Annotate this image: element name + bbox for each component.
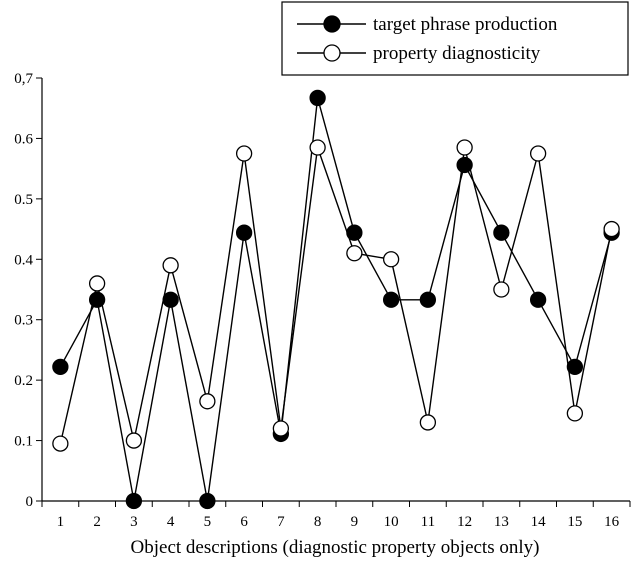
x-tick-label: 10 bbox=[384, 514, 399, 530]
property-diagnosticity-point bbox=[199, 393, 216, 410]
target-phrase-production-point bbox=[88, 291, 106, 308]
property-diagnosticity-point bbox=[603, 220, 620, 238]
property-diagnosticity-point bbox=[125, 432, 143, 449]
target-phrase-production-point bbox=[346, 224, 363, 241]
property-diagnosticity-point bbox=[346, 245, 363, 262]
x-tick-label: 8 bbox=[314, 514, 322, 530]
legend-label: property diagnosticity bbox=[373, 43, 541, 64]
target-phrase-production-point bbox=[419, 291, 437, 308]
property-diagnosticity-point bbox=[272, 420, 290, 437]
y-tick-label: 0.3 bbox=[14, 313, 33, 329]
x-tick-label: 13 bbox=[494, 514, 509, 530]
x-tick-label: 3 bbox=[130, 514, 138, 530]
target-phrase-production-point bbox=[566, 358, 584, 375]
legend: target phrase production property diagnos… bbox=[281, 1, 629, 76]
x-tick-label: 9 bbox=[351, 514, 359, 530]
legend-label: target phrase production bbox=[373, 14, 558, 35]
x-tick-label: 2 bbox=[93, 514, 101, 530]
x-tick-label: 15 bbox=[567, 514, 582, 530]
property-diagnosticity-point bbox=[529, 145, 547, 162]
y-tick-label: 0.4 bbox=[14, 252, 33, 268]
property-diagnosticity-point bbox=[52, 435, 69, 452]
x-tick-label: 7 bbox=[277, 514, 285, 530]
target-phrase-production-point bbox=[125, 492, 143, 510]
axes: 00.10.20.30.40.50.60,71 2 3 4 5 6 7 8 9 10 11 12 13 1… bbox=[14, 71, 631, 530]
y-tick-label: 0 bbox=[26, 494, 34, 510]
x-tick-label: 12 bbox=[457, 514, 472, 530]
x-tick-label: 11 bbox=[421, 514, 435, 530]
target-phrase-production-point bbox=[309, 89, 326, 107]
y-tick-label: 0.5 bbox=[14, 192, 33, 208]
series-markers bbox=[52, 89, 620, 510]
target-phrase-production-point bbox=[529, 291, 547, 308]
y-tick-label: 0.2 bbox=[14, 373, 33, 389]
y-tick-label: 0.1 bbox=[14, 434, 33, 450]
x-tick-label: 1 bbox=[57, 514, 65, 530]
target-phrase-production-point bbox=[235, 224, 253, 241]
x-tick-label: 6 bbox=[240, 514, 248, 530]
target-phrase-production-point bbox=[52, 358, 69, 375]
property-diagnosticity-point bbox=[493, 281, 510, 298]
property-diagnosticity-point bbox=[235, 145, 253, 162]
series-lines bbox=[59, 97, 613, 502]
target-phrase-production-point bbox=[199, 492, 216, 510]
property-diagnosticity-line bbox=[59, 147, 613, 444]
x-axis-label: Object descriptions (diagnostic property… bbox=[131, 537, 540, 558]
target-phrase-production-point bbox=[162, 291, 179, 308]
x-tick-label: 16 bbox=[604, 514, 620, 530]
target-phrase-production-line bbox=[59, 97, 613, 502]
y-tick-label: 0.6 bbox=[14, 131, 33, 147]
legend-marker bbox=[323, 15, 341, 33]
property-diagnosticity-point bbox=[382, 251, 400, 268]
target-phrase-production-point bbox=[493, 224, 510, 241]
target-phrase-production-point bbox=[456, 156, 473, 174]
property-diagnosticity-point bbox=[162, 257, 179, 274]
property-diagnosticity-point bbox=[566, 405, 584, 422]
property-diagnosticity-point bbox=[456, 139, 473, 156]
target-phrase-production-point bbox=[382, 291, 400, 308]
legend-marker bbox=[323, 44, 341, 62]
legend-box bbox=[281, 1, 629, 76]
x-tick-label: 14 bbox=[531, 514, 547, 530]
y-tick-label: 0,7 bbox=[14, 71, 33, 87]
x-tick-label: 5 bbox=[204, 514, 212, 530]
property-diagnosticity-point bbox=[88, 275, 106, 292]
property-diagnosticity-point bbox=[309, 139, 326, 156]
property-diagnosticity-point bbox=[419, 414, 437, 431]
x-tick-label: 4 bbox=[167, 514, 175, 530]
